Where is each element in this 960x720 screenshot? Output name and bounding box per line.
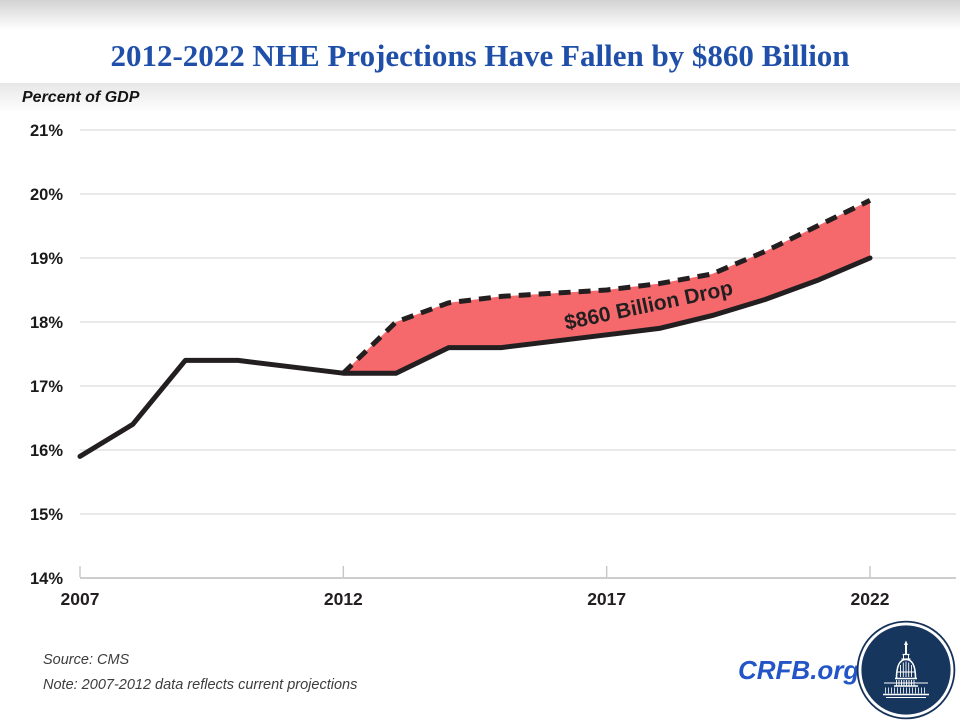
page-title: 2012-2022 NHE Projections Have Fallen by… [110, 38, 850, 73]
crfb-capitol-logo-icon [856, 620, 956, 720]
crfb-brand-text: CRFB.org [738, 655, 860, 685]
y-tick-label: 14% [30, 570, 63, 588]
data-note: Note: 2007-2012 data reflects current pr… [43, 677, 358, 693]
current-projection-line [77, 255, 873, 459]
capitol-building-icon [883, 640, 929, 698]
x-axis-ticks [79, 566, 871, 578]
x-tick-label: 2012 [324, 589, 363, 609]
top-gradient-band [0, 0, 960, 30]
y-axis-title: Percent of GDP [22, 89, 140, 106]
previous-projection-line [341, 198, 872, 375]
x-tick-label: 2022 [851, 589, 890, 609]
drop-area-fill [343, 200, 870, 374]
y-tick-label: 16% [30, 442, 63, 460]
gridlines [80, 129, 956, 579]
y-tick-label: 18% [30, 314, 63, 332]
y-tick-label: 19% [30, 250, 63, 268]
title-underline-gradient [0, 83, 960, 113]
y-tick-label: 17% [30, 378, 63, 396]
y-axis-labels: 21% 20% 19% 18% 17% 16% 15% 14% [30, 122, 63, 588]
x-tick-label: 2007 [61, 589, 100, 609]
x-axis-labels: 2007 2012 2017 2022 [61, 589, 890, 609]
source-note: Source: CMS [43, 652, 130, 668]
x-tick-label: 2017 [587, 589, 626, 609]
y-tick-label: 20% [30, 186, 63, 204]
y-tick-label: 15% [30, 506, 63, 524]
y-tick-label: 21% [30, 122, 63, 140]
